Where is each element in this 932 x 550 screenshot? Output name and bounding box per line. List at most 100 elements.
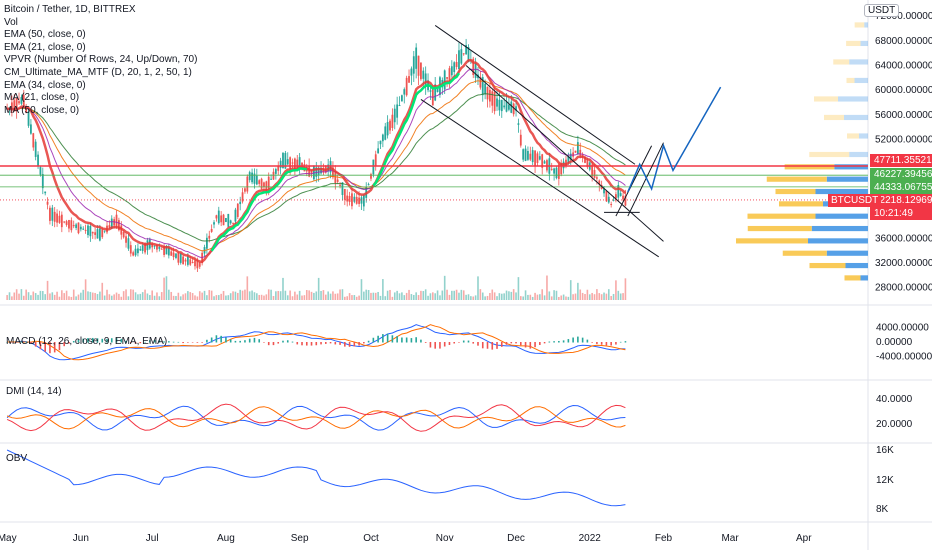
vp-down-bar xyxy=(849,59,868,65)
volume-bar xyxy=(612,293,615,300)
volume-bar xyxy=(470,296,472,300)
indicator-label[interactable]: EMA (50, close, 0) xyxy=(4,29,86,41)
volume-bar xyxy=(182,294,184,300)
candle-body xyxy=(607,196,610,203)
candle-body xyxy=(217,210,220,224)
candle-body xyxy=(137,248,139,254)
volume-bar xyxy=(569,280,572,300)
candle-body xyxy=(372,159,375,175)
volume-bar xyxy=(153,295,156,300)
candle-body xyxy=(448,68,451,84)
candle-body xyxy=(213,222,215,225)
candle-body xyxy=(560,163,563,175)
volume-bar xyxy=(320,290,322,300)
volume-bar xyxy=(432,292,434,300)
candle-body xyxy=(229,220,232,224)
macd-histogram-bar xyxy=(263,342,265,343)
candle-body xyxy=(15,97,18,111)
candle-body xyxy=(493,91,496,112)
volume-bar xyxy=(324,294,327,300)
volume-bar xyxy=(384,296,387,300)
price-tick-label: 28000.00000 xyxy=(875,283,932,294)
macd-histogram-bar xyxy=(477,342,479,346)
volume-bar xyxy=(481,292,484,300)
volume-bar xyxy=(101,282,104,300)
volume-bar xyxy=(424,289,427,300)
volume-bar xyxy=(132,289,134,300)
macd-histogram-bar xyxy=(20,341,23,343)
candle-body xyxy=(603,188,605,194)
vp-up-bar xyxy=(782,250,827,256)
vp-down-bar xyxy=(838,96,868,102)
candle-body xyxy=(450,66,453,76)
volume-bar xyxy=(310,291,313,300)
candle-body xyxy=(272,171,275,180)
candle-body xyxy=(486,86,489,100)
currency-badge[interactable]: USDT xyxy=(864,4,900,17)
candle-body xyxy=(586,159,589,168)
candle-body xyxy=(412,56,415,74)
volume-bar xyxy=(232,291,234,300)
obv-label[interactable]: OBV xyxy=(6,453,28,464)
indicator-label[interactable]: EMA (21, close, 0) xyxy=(4,41,86,53)
dmi-label[interactable]: DMI (14, 14) xyxy=(6,386,62,397)
indicator-label[interactable]: VPVR (Number Of Rows, 24, Up/Down, 70) xyxy=(4,54,198,66)
candle-body xyxy=(403,89,406,95)
macd-histogram-bar xyxy=(520,342,522,346)
volume-bar xyxy=(539,294,541,300)
volume-bar xyxy=(108,294,111,300)
volume-bar xyxy=(624,278,627,300)
volume-bar xyxy=(84,279,87,300)
macd-histogram-bar xyxy=(267,342,270,346)
candle-body xyxy=(289,157,292,170)
indicator-label[interactable]: EMA (34, close, 0) xyxy=(4,79,86,91)
macd-histogram-bar xyxy=(548,341,551,343)
candle-body xyxy=(94,232,97,235)
candle-body xyxy=(343,188,346,200)
candle-body xyxy=(291,162,294,164)
macd-histogram-bar xyxy=(624,341,627,343)
volume-bar xyxy=(80,292,82,300)
candle-body xyxy=(605,190,608,202)
candle-body xyxy=(70,220,73,231)
macd-label[interactable]: MACD (12, 26, close, 9, EMA, EMA) xyxy=(6,336,168,347)
candle-body xyxy=(215,215,218,219)
macd-histogram-bar xyxy=(82,338,85,343)
indicator-label[interactable]: CM_Ultimate_MA_MTF (D, 20, 1, 2, 50, 1) xyxy=(4,66,192,78)
price-tick-label: 32000.00000 xyxy=(875,258,932,269)
volume-bar xyxy=(489,293,491,300)
volume-bar xyxy=(265,294,268,300)
candle-body xyxy=(550,168,553,170)
candle-body xyxy=(622,195,624,200)
volume-bars xyxy=(6,275,627,300)
moving-average-line xyxy=(7,93,626,242)
indicator-label[interactable]: MA (21, close, 0) xyxy=(4,92,80,104)
volume-bar xyxy=(179,296,182,300)
macd-histogram-bar xyxy=(87,338,89,343)
signal-line xyxy=(7,324,626,361)
volume-bar xyxy=(408,289,410,300)
indicator-label[interactable]: Vol xyxy=(4,16,18,28)
volume-bar xyxy=(393,292,396,300)
candle-body xyxy=(496,98,498,107)
volume-bar xyxy=(168,289,170,300)
volume-bar xyxy=(429,293,432,300)
drawing-tools xyxy=(0,25,868,258)
vp-up-bar xyxy=(747,213,816,219)
dmi-line xyxy=(6,404,626,431)
time-tick-label: Jul xyxy=(146,533,159,544)
volume-bar xyxy=(258,294,261,300)
candle-body xyxy=(393,108,396,123)
volume-bar xyxy=(332,291,334,300)
volume-bar xyxy=(222,291,225,300)
macd-histogram-bar xyxy=(377,335,379,343)
volume-bar xyxy=(443,275,446,300)
indicator-label[interactable]: MA (50, close, 0) xyxy=(4,104,80,116)
candle-body xyxy=(524,148,527,161)
volume-bar xyxy=(348,293,351,300)
macd-histogram-bar xyxy=(453,342,456,344)
candle-body xyxy=(367,184,370,186)
vp-up-bar xyxy=(846,40,861,47)
candle-body xyxy=(186,256,189,265)
volume-bar xyxy=(46,280,49,300)
